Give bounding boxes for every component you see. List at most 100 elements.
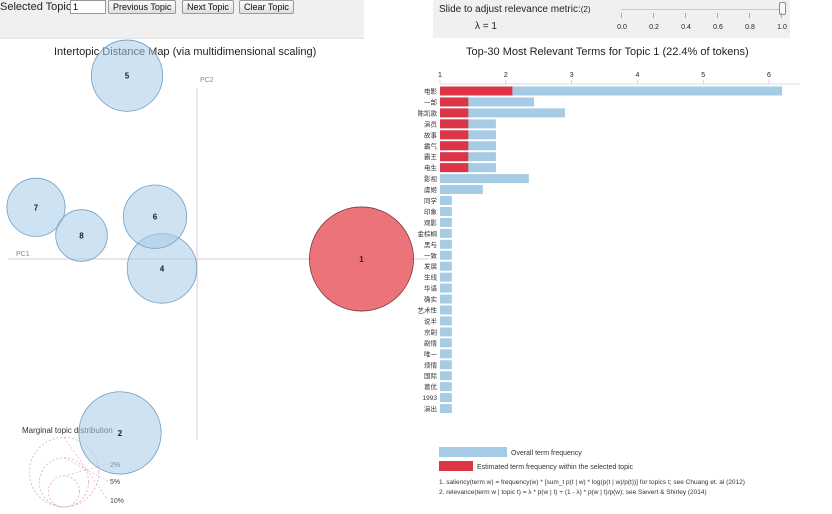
legend-size-label: 10% xyxy=(110,498,124,505)
topic-frequency-bar xyxy=(440,141,469,151)
overall-frequency-bar xyxy=(440,316,452,326)
term-label: 霸王 xyxy=(424,153,438,161)
overall-frequency-bar xyxy=(440,349,452,359)
term-label: 一部 xyxy=(424,97,438,106)
slider-tick xyxy=(621,13,622,18)
term-label: 演出 xyxy=(424,404,437,413)
term-label: 说半 xyxy=(424,316,438,325)
slider-tick xyxy=(685,13,686,18)
topic-circle-7 xyxy=(6,177,66,237)
term-label: 生线 xyxy=(424,273,438,282)
next-topic-button[interactable]: Next Topic xyxy=(182,0,234,14)
clear-topic-button[interactable]: Clear Topic xyxy=(239,0,294,14)
legend-topic-swatch xyxy=(439,461,473,471)
overall-frequency-bar xyxy=(440,228,452,238)
relevance-slider-thumb[interactable] xyxy=(779,2,786,15)
x-tick-label: 3 xyxy=(570,72,574,79)
term-label: 发展 xyxy=(424,262,438,271)
lambda-value-label: λ = 1 xyxy=(475,21,497,32)
term-label: 印象 xyxy=(424,207,438,216)
overall-frequency-bar xyxy=(440,404,452,414)
slider-tick-label: 0.0 xyxy=(617,24,627,31)
topic-frequency-bar xyxy=(440,86,513,96)
term-label: 霸气 xyxy=(424,141,438,150)
overall-frequency-bar xyxy=(440,382,452,392)
overall-frequency-bar xyxy=(440,108,566,118)
slider-note: (2) xyxy=(580,5,591,14)
previous-topic-button[interactable]: Previous Topic xyxy=(108,0,177,14)
overall-frequency-bar xyxy=(440,174,529,184)
legend-size-circle xyxy=(48,475,80,508)
overall-frequency-bar xyxy=(440,393,452,403)
legend-size-circle xyxy=(39,457,89,508)
slider-tick-label: 1.0 xyxy=(777,24,787,31)
topic-circle-6 xyxy=(122,184,188,249)
slider-tick-label: 0.4 xyxy=(681,24,691,31)
legend-size-label: 5% xyxy=(110,479,120,486)
topic-label-6: 6 xyxy=(153,213,158,222)
overall-frequency-bar xyxy=(440,327,452,337)
topic-label-2: 2 xyxy=(118,429,123,438)
legend-overall-label: Overall term frequency xyxy=(511,450,582,457)
term-label: 虞姬 xyxy=(424,185,438,194)
term-label: 艺术性 xyxy=(418,306,438,315)
topic-label-5: 5 xyxy=(125,72,130,81)
term-label: 华语 xyxy=(424,284,438,293)
slider-tick-label: 0.2 xyxy=(649,24,659,31)
terms-chart-title: Top-30 Most Relevant Terms for Topic 1 (… xyxy=(466,46,749,58)
term-label: 国际 xyxy=(424,371,438,380)
overall-frequency-bar xyxy=(440,294,452,304)
topic-circle-5 xyxy=(90,39,164,112)
slider-tick xyxy=(781,13,782,18)
x-tick-label: 6 xyxy=(767,72,771,79)
term-label: 1993 xyxy=(423,395,438,402)
topic-frequency-bar xyxy=(440,152,469,162)
topic-frequency-bar xyxy=(440,130,469,140)
term-label: 影视 xyxy=(424,174,438,183)
topic-frequency-bar xyxy=(440,119,469,129)
overall-frequency-bar xyxy=(440,250,452,260)
term-label: 电影 xyxy=(424,87,438,96)
term-label: 观影 xyxy=(424,218,438,227)
x-tick-label: 1 xyxy=(438,72,442,79)
topic-circle-1 xyxy=(309,206,414,312)
relevance-slider-panel: Slide to adjust relevance metric:(2) λ =… xyxy=(433,0,790,38)
term-label: 金棕榈 xyxy=(418,229,438,238)
slider-tick xyxy=(749,13,750,18)
overall-frequency-bar xyxy=(440,86,783,96)
term-label: 一致 xyxy=(424,251,438,260)
term-label: 黑与 xyxy=(424,241,437,249)
term-label: 演员 xyxy=(424,119,438,128)
slider-tick-label: 0.6 xyxy=(713,24,723,31)
term-label: 电生 xyxy=(424,163,438,172)
term-label: 确实 xyxy=(424,295,438,304)
relevance-slider-track[interactable] xyxy=(621,9,781,10)
overall-frequency-bar xyxy=(440,206,452,216)
x-tick-label: 4 xyxy=(635,72,639,79)
footnote-saliency: 1. saliency(term w) = frequency(w) * [su… xyxy=(439,479,745,486)
pc1-axis-label: PC1 xyxy=(16,251,30,258)
slider-tick xyxy=(653,13,654,18)
slider-tick-label: 0.8 xyxy=(745,24,755,31)
overall-frequency-bar xyxy=(440,185,483,195)
overall-frequency-bar xyxy=(440,261,452,271)
topic-frequency-bar xyxy=(440,163,469,173)
term-label: 同学 xyxy=(424,196,438,205)
overall-frequency-bar xyxy=(440,97,535,107)
term-label: 故事 xyxy=(424,130,438,139)
topic-frequency-bar xyxy=(440,108,469,118)
topic-label-7: 7 xyxy=(34,203,39,212)
legend-overall-swatch xyxy=(439,447,507,457)
legend-size-circle xyxy=(28,437,100,508)
topic-frequency-bar xyxy=(440,97,469,107)
term-label: 唯一 xyxy=(424,349,438,358)
overall-frequency-bar xyxy=(440,239,452,249)
term-label: 剧情 xyxy=(424,338,438,347)
overall-frequency-bar xyxy=(440,283,452,293)
selected-topic-input[interactable] xyxy=(70,0,106,14)
term-label: 陈凯歌 xyxy=(418,108,438,117)
slider-tick xyxy=(717,13,718,18)
topic-controls: Selected Topic: Previous Topic Next Topi… xyxy=(0,0,364,39)
overall-frequency-bar xyxy=(440,305,452,315)
